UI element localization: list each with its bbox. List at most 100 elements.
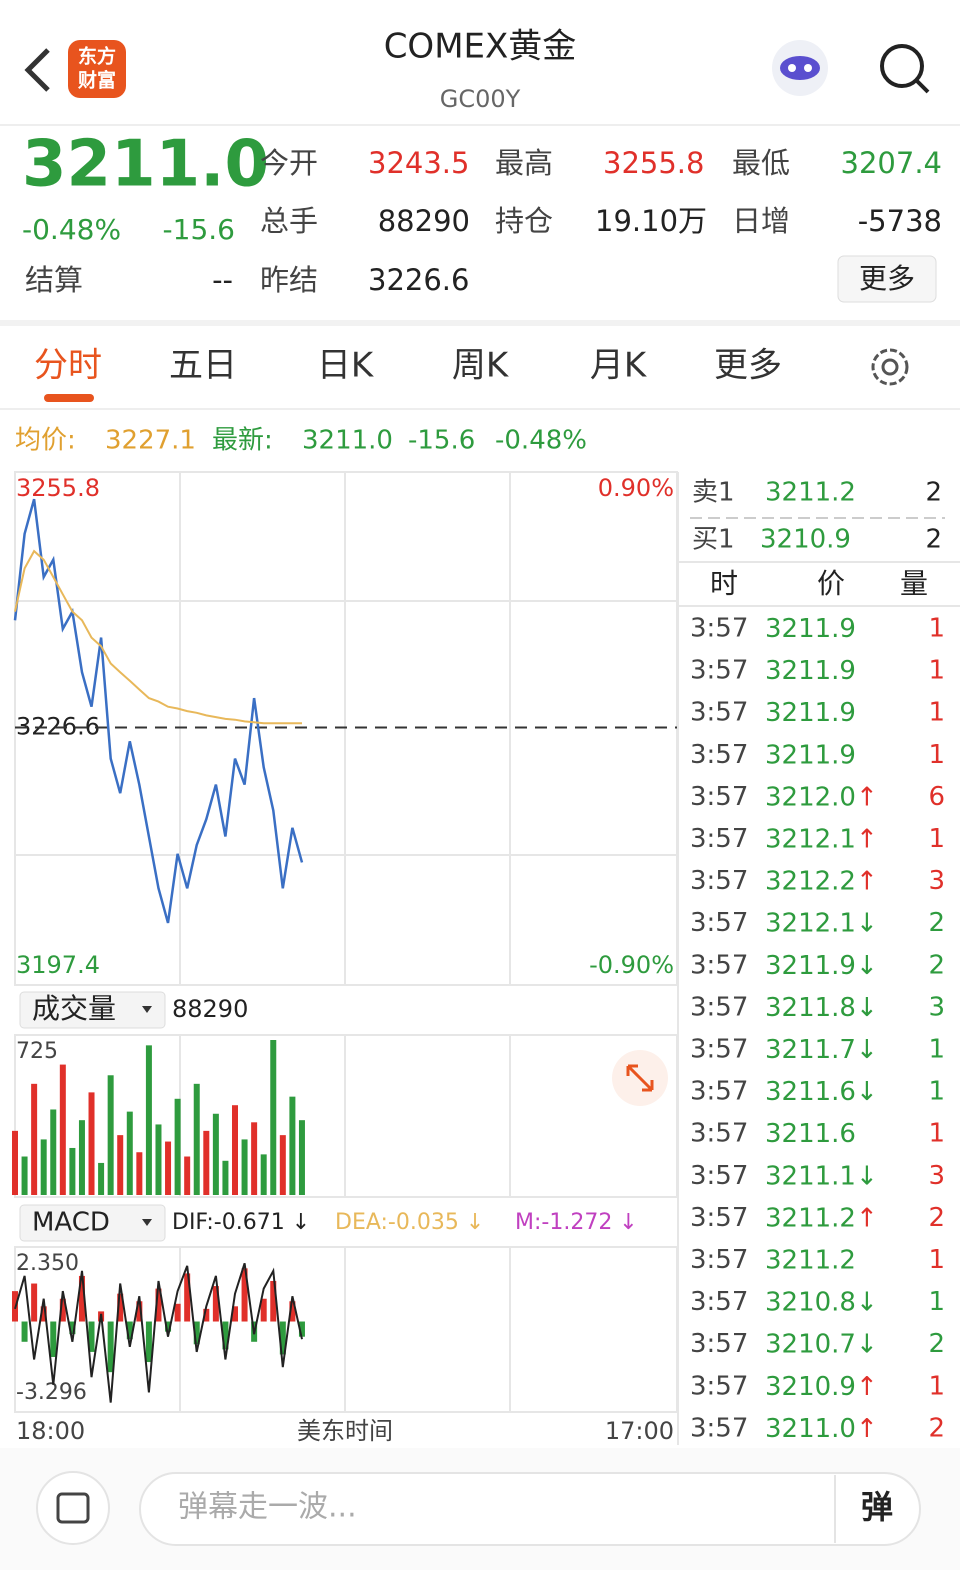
volume-bar [50, 1109, 57, 1195]
trade-time: 3:57 [690, 824, 748, 854]
field-label: 最高 [495, 146, 553, 180]
danmaku-button[interactable]: 弹 [861, 1488, 893, 1526]
trade-price-value: 3210.7 [765, 1329, 856, 1359]
last-value: 3211.0 [302, 426, 393, 456]
macd-bar [78, 1275, 85, 1322]
volume-bar [203, 1130, 210, 1195]
comment-placeholder[interactable]: 弹幕走一波... [178, 1490, 357, 1525]
macd-bar [69, 1321, 76, 1335]
trade-price: 3211.9 [765, 614, 856, 644]
volume-bar [212, 1113, 219, 1195]
trade-price: 3210.7↓ [765, 1329, 878, 1359]
x-tick-label: 18:00 [16, 1417, 85, 1445]
field-label: 总手 [260, 204, 318, 238]
y2-tick-label: -0.90% [589, 951, 674, 979]
chart-title: MACD [32, 1208, 110, 1238]
change-pct: -0.48% [22, 213, 121, 246]
trade-price: 3211.9 [765, 740, 856, 770]
trade-time: 3:57 [690, 1077, 748, 1107]
more-label[interactable]: 更多 [859, 262, 915, 295]
series-line [13, 498, 304, 924]
indicator-select[interactable] [19, 991, 166, 1029]
macd-bar [232, 1306, 238, 1322]
indicator-select[interactable] [19, 1204, 166, 1242]
macd-bar [117, 1293, 124, 1322]
trade-price-value: 3212.2 [765, 866, 856, 896]
back-button[interactable] [24, 48, 50, 92]
x-axis-label: 美东时间 [297, 1417, 393, 1445]
book-side: 卖1 [692, 478, 735, 508]
volume-bar [279, 1135, 286, 1195]
trade-volume: 2 [928, 1329, 945, 1359]
macd-bar [270, 1280, 277, 1322]
trade-volume: 1 [928, 1119, 945, 1149]
volume-bar [59, 1064, 66, 1195]
volume-bar [270, 1040, 277, 1195]
macd-bar [50, 1321, 57, 1357]
tab[interactable]: 周K [452, 346, 510, 386]
macd-bar [212, 1286, 219, 1322]
comment-input[interactable] [139, 1472, 921, 1546]
trade-time: 3:57 [690, 1329, 748, 1359]
change: -15.6 [163, 213, 235, 246]
book-volume: 2 [925, 525, 942, 555]
volume-bar [289, 1096, 296, 1195]
book-side: 买1 [692, 525, 735, 555]
tab[interactable]: 月K [590, 346, 648, 386]
tab[interactable]: 日K [317, 346, 375, 386]
macd-bar [174, 1303, 181, 1322]
trade-price-value: 3211.9 [765, 950, 856, 980]
trade-price-value: 3212.1 [765, 908, 856, 938]
macd-bar [260, 1298, 267, 1322]
tab[interactable]: 五日 [169, 346, 237, 386]
trade-price-value: 3212.0 [765, 782, 856, 812]
search-button[interactable] [880, 44, 930, 94]
trade-direction: ↑ [856, 1371, 878, 1401]
trade-direction: ↑ [856, 1413, 878, 1443]
trade-direction: ↓ [856, 908, 878, 938]
notes-button[interactable] [36, 1471, 110, 1545]
y-tick-label: 725 [16, 1039, 58, 1064]
trade-price-value: 3211.9 [765, 656, 856, 686]
trade-time: 3:57 [690, 614, 748, 644]
volume-bar [260, 1154, 267, 1195]
trade-direction: ↓ [856, 1161, 878, 1191]
logo-text: 财富 [78, 69, 116, 92]
trade-direction: ↓ [856, 1035, 878, 1065]
y-tick-label: 3255.8 [16, 474, 100, 502]
trade-price: 3211.9 [765, 656, 856, 686]
macd-bar [155, 1288, 162, 1322]
field-value: -5738 [858, 204, 942, 238]
last-label: 最新: [212, 426, 273, 456]
trade-price: 3211.9↓ [765, 950, 878, 980]
trade-price-value: 3211.9 [765, 614, 856, 644]
field-label: 持仓 [495, 204, 553, 238]
trade-volume: 3 [928, 1161, 945, 1191]
volume-bar [174, 1098, 181, 1195]
trade-time: 3:57 [690, 1371, 748, 1401]
more-button[interactable] [837, 255, 937, 303]
expand-button[interactable] [612, 1050, 668, 1106]
trade-time: 3:57 [690, 1203, 748, 1233]
field-value: -- [212, 263, 233, 297]
assistant-icon[interactable] [772, 40, 828, 96]
tab[interactable]: 分时 [34, 346, 102, 386]
trade-volume: 1 [928, 1287, 945, 1317]
logo-text: 东方 [78, 45, 116, 68]
settings-button[interactable] [871, 348, 909, 386]
trade-direction: ↓ [856, 950, 878, 980]
trade-direction: ↑ [856, 1203, 878, 1233]
code: GC00Y [440, 85, 521, 113]
trade-price: 3211.6 [765, 1119, 856, 1149]
macd-bar [279, 1321, 286, 1355]
trade-volume: 1 [928, 1371, 945, 1401]
trade-time: 3:57 [690, 1035, 748, 1065]
trade-price-value: 3211.2 [765, 1203, 856, 1233]
tab[interactable]: 更多 [714, 346, 782, 386]
volume-bar [145, 1045, 152, 1195]
macd-bar [184, 1273, 191, 1322]
series-line [14, 1262, 303, 1403]
volume-bar [222, 1160, 229, 1195]
trades-header: 时 [710, 567, 738, 600]
